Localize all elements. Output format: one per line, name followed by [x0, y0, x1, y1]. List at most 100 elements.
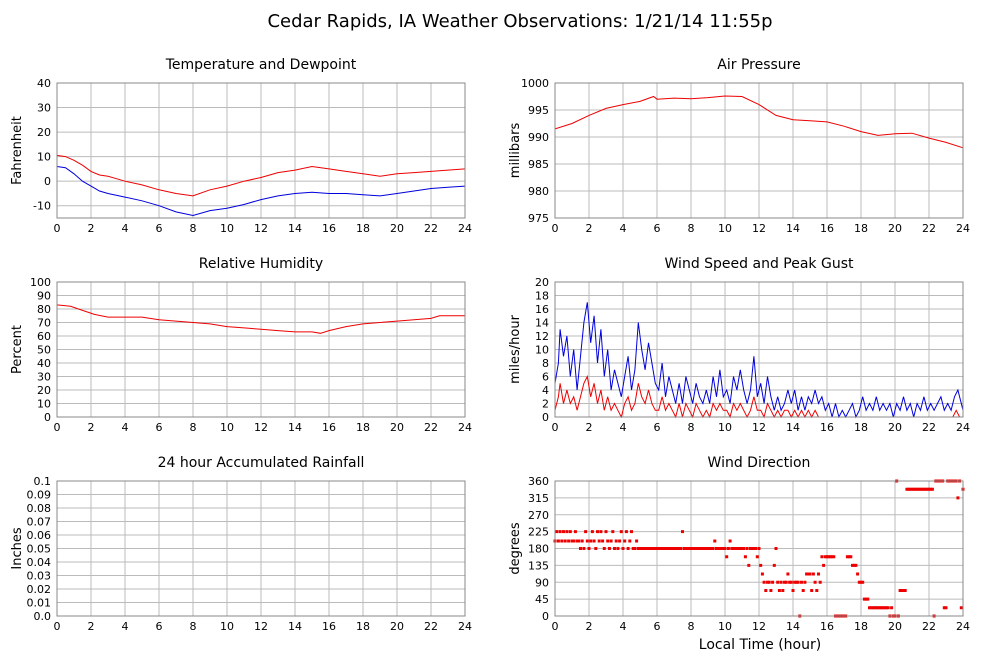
data-point	[589, 539, 593, 543]
data-point	[903, 589, 907, 592]
series-line-wind-1	[554, 374, 963, 419]
x-tick-label: 4	[620, 222, 627, 235]
data-point	[611, 530, 615, 534]
x-tick-label: 12	[752, 222, 766, 235]
y-tick-label: 225	[528, 526, 549, 539]
x-tick-label: 12	[254, 421, 268, 434]
data-point	[592, 539, 596, 543]
x-tick-label: 24	[956, 620, 970, 633]
data-point	[907, 487, 911, 491]
data-point	[699, 547, 703, 550]
series-line-temp-0	[56, 154, 466, 197]
data-point	[876, 606, 880, 610]
data-point	[864, 597, 868, 601]
data-point	[621, 547, 625, 550]
data-point	[810, 589, 814, 592]
y-tick-label: 0.0	[34, 610, 52, 623]
x-tick-label: 4	[620, 421, 627, 434]
chart-title: Air Pressure	[717, 57, 800, 73]
x-tick-label: 20	[888, 222, 902, 235]
data-point	[636, 547, 640, 550]
data-point	[803, 580, 807, 584]
data-point	[754, 547, 758, 550]
x-tick-label: 10	[220, 222, 234, 235]
data-point	[670, 547, 674, 550]
data-point	[679, 547, 683, 550]
data-point	[742, 547, 746, 550]
x-tick-label: 2	[586, 421, 593, 434]
data-point	[859, 580, 863, 584]
data-point	[609, 539, 613, 543]
data-point	[562, 530, 565, 534]
data-point	[774, 547, 778, 550]
data-point	[873, 606, 877, 610]
x-tick-label: 2	[88, 222, 95, 235]
data-point	[783, 580, 786, 584]
x-tick-label: 8	[688, 222, 695, 235]
x-tick-label: 18	[854, 222, 868, 235]
data-point	[869, 606, 873, 610]
data-point	[866, 597, 870, 601]
y-tick-label: 90	[37, 290, 51, 303]
data-point	[555, 530, 559, 534]
data-point	[944, 606, 948, 610]
data-point	[647, 547, 650, 550]
data-point	[626, 547, 630, 550]
y-tick-label: 70	[37, 317, 51, 330]
data-point	[575, 539, 579, 543]
x-tick-label: 14	[288, 421, 302, 434]
data-point	[766, 580, 769, 584]
y-axis-label: Fahrenheit	[10, 116, 25, 185]
data-point	[691, 547, 695, 550]
y-tick-label: 18	[535, 290, 549, 303]
y-tick-label: 0	[44, 411, 51, 424]
data-point	[733, 547, 737, 550]
x-tick-label: 18	[356, 620, 370, 633]
data-point	[791, 589, 795, 592]
x-tick-label: 4	[620, 620, 627, 633]
data-point	[619, 530, 623, 534]
data-point	[662, 547, 666, 550]
data-point	[779, 580, 783, 584]
data-point	[582, 547, 586, 550]
data-point	[845, 555, 849, 559]
y-tick-label: 0.02	[27, 583, 52, 596]
data-point	[715, 547, 718, 550]
data-point	[704, 547, 708, 550]
data-point	[789, 580, 793, 584]
x-tick-label: 0	[54, 421, 61, 434]
x-tick-label: 20	[390, 421, 404, 434]
y-tick-label: 8	[542, 357, 549, 370]
y-tick-label: 40	[37, 357, 51, 370]
data-point	[919, 487, 922, 491]
data-point	[607, 547, 611, 550]
x-tick-label: 8	[190, 620, 197, 633]
chart-title: Wind Direction	[708, 455, 811, 471]
x-tick-label: 4	[122, 222, 129, 235]
x-tick-label: 24	[458, 222, 472, 235]
series-line-pressure-0	[554, 95, 964, 149]
data-point	[594, 547, 598, 550]
y-tick-label: 10	[535, 344, 549, 357]
data-point	[749, 547, 752, 550]
data-point	[721, 547, 725, 550]
data-point	[851, 563, 854, 567]
data-point	[890, 606, 894, 610]
y-tick-label: 20	[535, 276, 549, 289]
data-point	[658, 547, 662, 550]
data-point	[902, 589, 905, 592]
x-tick-label: 14	[786, 620, 800, 633]
chart-title: Wind Speed and Peak Gust	[665, 256, 854, 272]
data-point	[915, 487, 919, 491]
y-tick-label: 45	[535, 593, 549, 606]
y-tick-label: 985	[528, 158, 549, 171]
y-axis-label: miles/hour	[508, 314, 523, 383]
data-point	[732, 547, 735, 550]
data-point	[832, 555, 836, 559]
data-point	[922, 487, 926, 491]
x-tick-label: 12	[752, 620, 766, 633]
data-point	[726, 547, 730, 550]
data-point	[856, 572, 860, 576]
data-point	[701, 547, 705, 550]
